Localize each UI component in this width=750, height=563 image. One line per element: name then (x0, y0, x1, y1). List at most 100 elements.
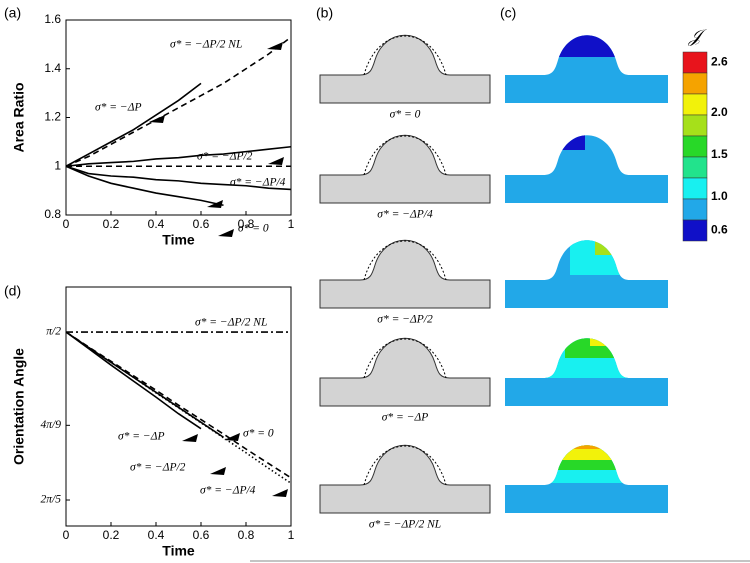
colorbar-tick-label: 2.0 (711, 105, 728, 119)
label-arrow (182, 434, 198, 442)
reference-outline (363, 445, 447, 486)
panel-label: (b) (316, 5, 333, 21)
caption: σ* = −ΔP/2 (377, 314, 433, 326)
x-axis-label: Time (162, 543, 195, 559)
label-arrow (267, 42, 283, 50)
y-tick-label: 4π/9 (41, 419, 62, 431)
y-axis-label: Area Ratio (11, 82, 27, 152)
series-line (65, 145, 292, 168)
series-line (65, 331, 292, 479)
label-arrow (268, 157, 284, 165)
series-label: σ* = −ΔP/4 (200, 485, 256, 497)
field (505, 338, 668, 406)
reference-outline (363, 338, 447, 379)
label-arrow (218, 229, 234, 237)
colorbar-tick-label: 0.6 (711, 223, 728, 237)
series-label: σ* = 0 (243, 428, 274, 440)
colorbar-segment (682, 93, 708, 116)
shape-row: σ* = −ΔP/4 (319, 134, 491, 221)
field-band (545, 35, 630, 57)
colorbar-segment (682, 51, 708, 74)
colorbar-tick-label: 1.0 (711, 189, 728, 203)
panel-label: (a) (4, 5, 21, 21)
series-label: σ* = −ΔP/4 (230, 177, 286, 189)
field-band (545, 445, 630, 449)
colorbar-tick-label: 2.6 (711, 55, 728, 69)
field-band (560, 135, 585, 150)
caption: σ* = −ΔP/4 (377, 209, 433, 221)
label-arrow (272, 489, 288, 497)
field-band (590, 338, 645, 346)
series-label: σ* = −ΔP (95, 102, 141, 114)
y-tick-label: 1 (54, 158, 61, 172)
field-band (613, 338, 645, 340)
shape (319, 239, 491, 309)
shape (319, 444, 491, 514)
colorbar-segment (682, 219, 708, 242)
field-shape (505, 445, 668, 513)
colorbar-segment (682, 156, 708, 179)
x-tick-label: 0.8 (238, 217, 255, 231)
colorbar-segment (682, 198, 708, 221)
field-band (610, 240, 645, 245)
reference-outline (363, 135, 447, 176)
plot-frame (65, 286, 292, 527)
caption: σ* = −ΔP/2 NL (369, 519, 441, 531)
x-tick-label: 0.4 (148, 528, 165, 542)
field-shape (505, 240, 668, 308)
shape (319, 134, 491, 204)
series-line (65, 82, 202, 167)
panel-label: (c) (500, 5, 516, 21)
series-line (65, 165, 224, 207)
shape (319, 337, 491, 407)
series-label: σ* = 0 (238, 223, 269, 235)
y-tick-label: 1.2 (44, 110, 61, 124)
series-line (65, 36, 292, 167)
label-arrow (149, 115, 165, 123)
shape (319, 34, 491, 104)
shape-row: σ* = −ΔP/2 (319, 239, 491, 326)
field-shape (505, 338, 668, 406)
x-tick-label: 0 (63, 528, 70, 542)
series-line (65, 165, 292, 191)
colorbar-segment (682, 135, 708, 158)
series-label: σ* = −ΔP/2 (130, 462, 186, 474)
colorbar-tick-label: 1.5 (711, 147, 728, 161)
series-label: σ* = −ΔP/2 NL (170, 39, 242, 51)
x-tick-label: 0.8 (238, 528, 255, 542)
series-label: σ* = −ΔP (118, 431, 164, 443)
x-tick-label: 0.2 (103, 528, 120, 542)
label-arrow (224, 433, 240, 441)
shape-row: σ* = −ΔP/2 NL (319, 444, 491, 531)
series-line (65, 331, 202, 430)
colorbar-symbol: 𝒥 (688, 26, 708, 46)
y-tick-label: 1.4 (44, 61, 61, 75)
series-label: σ* = −ΔP/2 (197, 151, 253, 163)
x-tick-label: 1 (288, 217, 295, 231)
series-line (65, 331, 292, 484)
field-shape (505, 135, 668, 203)
field-band (595, 240, 645, 255)
y-tick-label: 2π/5 (41, 494, 62, 506)
x-tick-label: 0.2 (103, 217, 120, 231)
shape-row: σ* = −ΔP (319, 337, 491, 424)
field-base (505, 135, 668, 203)
x-tick-label: 1 (288, 528, 295, 542)
colorbar-segment (682, 72, 708, 95)
y-tick-label: 0.8 (44, 207, 61, 221)
y-tick-label: 1.6 (44, 12, 61, 26)
y-tick-label: π/2 (46, 326, 61, 338)
series-label: σ* = −ΔP/2 NL (195, 317, 267, 329)
reference-outline (363, 35, 447, 76)
field (505, 445, 668, 513)
colorbar-segment (682, 177, 708, 200)
field (505, 240, 668, 308)
x-tick-label: 0.6 (193, 217, 210, 231)
label-arrow (210, 467, 226, 475)
caption: σ* = 0 (390, 109, 421, 121)
caption: σ* = −ΔP (382, 412, 428, 424)
panel-label: (d) (4, 283, 21, 299)
field (505, 35, 668, 103)
field-band (565, 338, 645, 358)
